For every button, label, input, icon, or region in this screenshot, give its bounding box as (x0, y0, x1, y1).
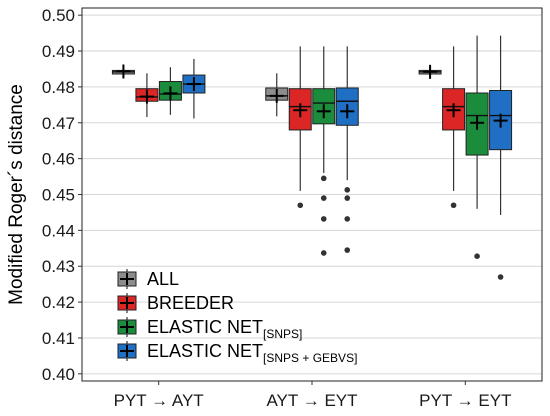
y-tick-label: 0.48 (42, 78, 75, 97)
box-elastic-net-2 (489, 35, 513, 280)
box-breeder-0 (135, 73, 159, 118)
x-tick-label: PYT → AYT (114, 391, 204, 410)
outlier-point (497, 274, 504, 280)
y-axis-title: Modified Roger´s distance (6, 84, 27, 305)
outlier-point (344, 247, 351, 253)
legend-label-subscript: [SNPS] (263, 327, 302, 341)
outlier-point (320, 216, 327, 222)
legend-label: ELASTIC NET[SNPS] (147, 317, 302, 341)
outlier-point (474, 253, 480, 259)
x-tick-from: AYT (266, 391, 298, 410)
y-tick-label: 0.41 (42, 329, 75, 348)
legend-item: ELASTIC NET[SNPS + GEBVS] (117, 341, 357, 365)
x-tick-label: PYT → EYT (419, 391, 511, 410)
outlier-point (450, 202, 457, 209)
outlier-point (297, 202, 304, 209)
y-axis-ticks: 0.40 0.41 0.42 0.43 0.44 0.45 0.46 0.47 0.48 0.49… (42, 6, 82, 384)
legend: ALL BREEDER ELASTIC NET[SNPS]ELASTIC NET[S… (117, 269, 357, 365)
box-breeder-1 (288, 46, 312, 209)
y-tick-label: 0.43 (42, 257, 75, 276)
x-tick-to: EYT (320, 391, 358, 410)
legend-label: ALL (147, 269, 179, 289)
outlier-point (320, 250, 327, 256)
box-series (111, 35, 513, 280)
legend-item: ALL (117, 269, 179, 289)
y-tick-label: 0.40 (42, 365, 75, 384)
legend-item: BREEDER (117, 293, 234, 313)
y-tick-label: 0.47 (42, 114, 75, 133)
legend-label-subscript: [SNPS + GEBVS] (263, 351, 357, 365)
box-breeder-2 (442, 46, 466, 209)
y-tick-label: 0.49 (42, 42, 75, 61)
x-tick-arrow: → (298, 391, 320, 410)
y-tick-label: 0.45 (42, 186, 75, 205)
y-tick-label: 0.50 (42, 6, 75, 25)
box-elastic-net-1 (312, 46, 336, 256)
legend-label: ELASTIC NET[SNPS + GEBVS] (147, 341, 357, 365)
y-tick-label: 0.42 (42, 293, 75, 312)
legend-label-name: ELASTIC NET (147, 317, 263, 337)
y-tick-label: 0.44 (42, 221, 75, 240)
box-all-0 (111, 64, 135, 79)
legend-label: BREEDER (147, 293, 234, 313)
grid-lines (82, 14, 542, 375)
outlier-point (320, 195, 327, 201)
legend-item: ELASTIC NET[SNPS] (117, 317, 302, 341)
outlier-point (320, 175, 327, 182)
box-elastic-net-0 (182, 58, 206, 119)
x-tick-from: PYT (114, 391, 147, 410)
outlier-point (344, 195, 351, 201)
legend-label-name: ALL (147, 269, 179, 289)
legend-label-name: BREEDER (147, 293, 234, 313)
legend-label-name: ELASTIC NET (147, 341, 263, 361)
outlier-point (344, 187, 351, 193)
x-tick-from: PYT (419, 391, 452, 410)
x-tick-to: EYT (474, 391, 512, 410)
outlier-point (344, 216, 351, 222)
x-tick-arrow: → (452, 391, 474, 410)
x-tick-label: AYT → EYT (266, 391, 357, 410)
x-tick-arrow: → (146, 391, 168, 410)
x-tick-to: AYT (168, 391, 204, 410)
box-elastic-net-1 (335, 46, 359, 253)
box-elastic-net-0 (158, 67, 182, 115)
box-all-1 (265, 73, 289, 117)
y-tick-label: 0.46 (42, 150, 75, 169)
box-elastic-net-2 (465, 35, 489, 259)
x-axis-ticks: PYT → AYT AYT → EYT PYT → EYT (114, 381, 511, 410)
box-all-2 (418, 64, 442, 79)
